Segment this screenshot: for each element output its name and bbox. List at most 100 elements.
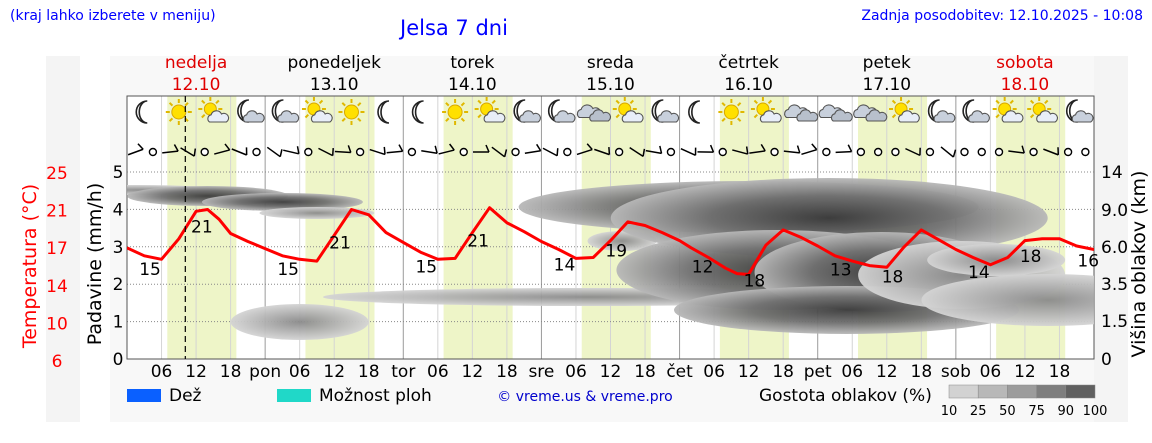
cloud-shape <box>242 110 265 123</box>
cloud-density-level: 100 <box>1083 404 1108 419</box>
temperature-label: 15 <box>277 260 299 280</box>
sun-icon <box>442 99 469 125</box>
sun-ray <box>1030 99 1035 105</box>
sun-ray <box>753 99 758 105</box>
wind-barb-shaft <box>940 146 954 158</box>
credit-text: © vreme.us & vreme.pro <box>497 389 672 405</box>
wind-barb-shaft <box>1043 148 1059 156</box>
temperature-label: 18 <box>882 268 904 288</box>
wind-barb <box>214 143 231 155</box>
x-tick-label: 06 <box>289 362 311 382</box>
cloudy-night-icon <box>271 99 300 123</box>
cloudy-night-icon <box>1066 99 1094 123</box>
precipitation-tick: 2 <box>113 275 124 295</box>
wind-barb <box>940 146 957 158</box>
cloud-density-level: 10 <box>941 404 958 419</box>
sun-ray <box>767 99 773 105</box>
wind-barb-feather <box>556 148 559 156</box>
x-tick-label: 18 <box>496 362 518 382</box>
wind-calm-symbol <box>1081 147 1090 157</box>
cloud-shape <box>796 109 819 122</box>
legend-label: Dež <box>169 386 202 406</box>
cloud-shape <box>553 110 576 123</box>
partly-cloudy-icon <box>301 97 333 123</box>
sun-ray <box>995 99 1000 105</box>
wind-barb-feather <box>449 143 455 151</box>
x-tick-label: čet <box>666 362 693 382</box>
x-tick-label: 12 <box>1014 362 1036 382</box>
cloud-density-blob <box>230 304 369 340</box>
wind-barb <box>438 143 455 155</box>
partly-cloudy-icon <box>198 97 230 123</box>
sun-ray <box>753 113 758 119</box>
cloudy-night-icon <box>651 99 680 123</box>
cloud-density-level: 75 <box>1028 404 1045 419</box>
partly-cloudy-icon <box>474 97 506 123</box>
sun-ray <box>491 99 496 105</box>
day-name: nedelja <box>165 53 227 73</box>
wind-barb-shaft <box>266 146 281 158</box>
x-tick-label: 06 <box>841 362 863 382</box>
sun-ray <box>906 99 911 105</box>
wind-calm-symbol <box>666 147 676 157</box>
wind-symbols <box>127 143 1090 158</box>
wind-barb <box>127 143 144 156</box>
sun-ray <box>1009 99 1014 105</box>
cloudy-night-icon <box>962 99 990 123</box>
sun-ray <box>215 99 220 105</box>
day-date: 14.10 <box>448 75 497 95</box>
wind-barb-shaft <box>905 147 921 157</box>
sun-ray <box>721 102 726 107</box>
wind-barb <box>162 144 179 154</box>
wind-barb-feather <box>296 146 300 154</box>
wind-barb <box>386 144 404 154</box>
wind-barb <box>594 146 611 156</box>
x-tick-label: 06 <box>565 362 587 382</box>
x-tick-label: pet <box>804 362 832 382</box>
legend-swatch <box>277 389 311 402</box>
cloud-icon <box>576 104 612 122</box>
x-tick-label: 06 <box>980 362 1002 382</box>
wind-barb <box>1043 147 1060 156</box>
wind-barb-shaft <box>180 147 195 157</box>
cloudy-night-icon <box>547 99 576 123</box>
sun-ray <box>201 99 206 105</box>
wind-barb <box>334 145 352 154</box>
wind-barb-feather <box>586 143 593 151</box>
wind-barb-shaft <box>334 150 351 154</box>
wind-calm-symbol <box>407 147 417 157</box>
sun-ray <box>341 102 346 107</box>
cloud-height-axis-label: Višina oblakov (km) <box>1128 171 1150 358</box>
cloud-density-swatch <box>1007 384 1037 399</box>
wind-barb <box>369 146 386 156</box>
wind-barb <box>629 147 646 157</box>
wind-barb-shaft <box>127 148 144 156</box>
sun-ray <box>184 102 189 107</box>
legend-label: Možnost ploh <box>319 386 432 406</box>
wind-barb-feather <box>709 144 715 153</box>
sun-ray <box>168 102 174 107</box>
cloud-density-swatch <box>1036 384 1067 399</box>
right-axis-panel <box>1094 56 1128 422</box>
wind-barb-shaft <box>421 150 438 154</box>
sun-ray <box>318 99 324 105</box>
wind-barb-feather <box>331 147 334 156</box>
wind-barb <box>697 144 715 153</box>
wind-barb <box>542 147 559 157</box>
sun-ray <box>1044 99 1049 105</box>
wind-barb-shaft <box>491 146 506 158</box>
cloud-icon <box>853 104 888 122</box>
x-tick-label: 18 <box>634 362 656 382</box>
wind-barb <box>180 147 197 157</box>
wind-barb-feather <box>485 144 490 153</box>
temperature-tick: 10 <box>46 314 68 334</box>
sun-ray <box>201 113 206 119</box>
wind-calm-symbol <box>891 147 900 157</box>
x-tick-label: pon <box>249 362 281 382</box>
x-tick-label: 12 <box>185 362 207 382</box>
temperature-label: 13 <box>830 261 852 281</box>
sun-icon <box>338 99 365 125</box>
cloud-shape <box>831 109 853 122</box>
temperature-tick: 21 <box>46 202 68 222</box>
cloud-shape <box>898 110 920 123</box>
